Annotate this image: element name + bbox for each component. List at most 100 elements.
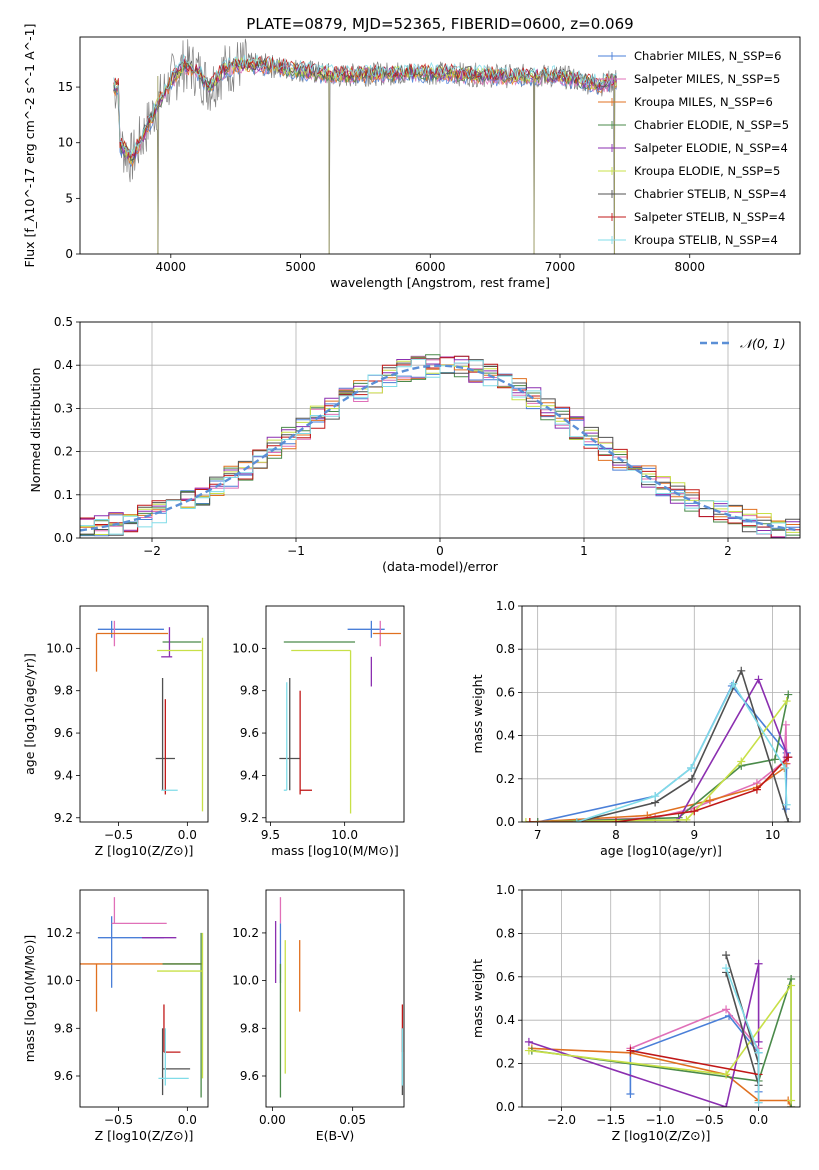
- axes-frame: [521, 889, 801, 1108]
- y-tick-label: 15: [58, 80, 73, 94]
- panel-residuals: −2 −1 0 1 2 0.0 0.1 0.2 0.3 0.4 0.5 (data-model)/er…: [28, 315, 801, 574]
- weight-point-marker: [722, 1070, 731, 1079]
- legend-label: Kroupa STELIB, N_SSP=4: [634, 233, 778, 247]
- weight-point-marker: [690, 807, 699, 816]
- weight-point-marker: [522, 818, 530, 822]
- x-tick-label: −1: [287, 544, 305, 558]
- x-tick-label: 0: [436, 544, 444, 558]
- weight-point-marker: [572, 818, 581, 822]
- weight-point-marker: [782, 800, 791, 809]
- plot-area: [113, 38, 617, 254]
- x-tick-label: 7000: [545, 260, 576, 274]
- x-axis-label: mass [log10(M/M⊙)]: [271, 843, 399, 858]
- plot-area: [274, 897, 404, 1098]
- plot-area: [522, 666, 793, 822]
- y-tick-label: 0.4: [496, 729, 515, 743]
- weight-point-marker: [754, 959, 763, 968]
- y-tick-label: 9.4: [54, 768, 73, 782]
- x-tick-label: 10: [765, 828, 780, 842]
- y-tick-label: 9.6: [54, 1069, 73, 1083]
- y-tick-label: 9.2: [240, 811, 259, 825]
- plot-area: [95, 620, 204, 812]
- weight-series-line: [528, 963, 760, 1107]
- x-tick-label: 7: [534, 828, 542, 842]
- y-axis-label: mass weight: [470, 674, 485, 753]
- figure-title: PLATE=0879, MJD=52365, FIBERID=0600, z=0…: [246, 15, 633, 33]
- weight-point-marker: [752, 785, 761, 794]
- weight-point-marker: [626, 1046, 635, 1055]
- y-tick-label: 1.0: [496, 599, 515, 613]
- axes-frame: [79, 36, 801, 255]
- weight-point-marker: [754, 1048, 763, 1057]
- y-tick-label: 0: [65, 247, 73, 261]
- y-tick-label: 0.8: [496, 926, 515, 940]
- x-tick-label: −2: [143, 544, 161, 558]
- y-tick-label: 10.0: [46, 641, 73, 655]
- weight-point-marker: [781, 720, 790, 729]
- panel-mass_vs_ebv: 0.00 0.05 9.6 9.8 10.0 10.2 E(B-V): [232, 889, 405, 1143]
- y-tick-label: 10.2: [46, 926, 73, 940]
- plot-area: [524, 951, 796, 1107]
- axes-frame: [265, 605, 405, 823]
- x-tick-label: 9.5: [261, 828, 280, 842]
- y-tick-label: 0.8: [496, 642, 515, 656]
- legend-label: Chabrier ELODIE, N_SSP=5: [634, 118, 789, 132]
- panel-weight_vs_Z: −2.0 −1.5 −1.0 −0.5 0.0 0.0 0.2 0.4 0.6 0.8 1.0 Z […: [470, 883, 801, 1143]
- x-axis-label: Z [log10(Z/Z⊙)]: [612, 1128, 711, 1143]
- y-tick-label: 10.2: [232, 926, 259, 940]
- x-tick-label: 5000: [285, 260, 316, 274]
- weight-point-marker: [784, 753, 793, 762]
- weight-point-marker: [784, 690, 793, 699]
- y-tick-label: 9.8: [240, 684, 259, 698]
- weight-series-line: [537, 684, 788, 822]
- y-tick-label: 9.8: [240, 1021, 259, 1035]
- plot-area: [80, 897, 204, 1098]
- weight-point-marker: [722, 964, 731, 973]
- weight-point-marker: [705, 796, 714, 805]
- y-axis-label: mass [log10(M/M⊙)]: [22, 935, 37, 1063]
- y-axis-label: Normed distribution: [28, 368, 43, 493]
- axes-frame: [521, 605, 801, 823]
- y-axis-label: age [log10(age/yr)]: [22, 653, 37, 775]
- weight-point-marker: [533, 818, 542, 822]
- x-tick-label: 0.0: [178, 828, 197, 842]
- weight-point-marker: [682, 815, 691, 822]
- weight-series-line: [630, 1049, 759, 1076]
- weight-point-marker: [770, 755, 779, 764]
- y-tick-label: 9.6: [240, 726, 259, 740]
- x-tick-label: 8000: [674, 260, 705, 274]
- y-tick-label: 0.2: [496, 772, 515, 786]
- weight-point-marker: [782, 697, 791, 706]
- x-tick-label: 2: [724, 544, 732, 558]
- y-tick-label: 0.0: [496, 815, 515, 829]
- y-axis-label: Flux [f_λ10^-17 erg cm^-2 s^-1 A^-1]: [22, 24, 37, 268]
- weight-point-marker: [737, 666, 746, 675]
- x-axis-label: (data-model)/error: [382, 559, 499, 574]
- weight-point-marker: [754, 1037, 763, 1046]
- model-spectrum-line: [113, 55, 617, 158]
- y-tick-label: 0.2: [54, 445, 73, 459]
- x-tick-label: −2.0: [547, 1113, 576, 1127]
- y-tick-label: 9.6: [54, 726, 73, 740]
- x-tick-label: −0.5: [104, 1113, 133, 1127]
- legend-label: 𝒩(0, 1): [740, 336, 786, 351]
- weight-series-line: [525, 700, 788, 822]
- weight-series-line: [537, 724, 788, 822]
- panel-weight_vs_age: 7 8 9 10 0.0 0.2 0.4 0.6 0.8 1.0 age [log10(age/yr…: [470, 599, 801, 858]
- y-tick-label: 9.6: [240, 1069, 259, 1083]
- y-axis-label: mass weight: [470, 959, 485, 1038]
- legend-label: Kroupa MILES, N_SSP=6: [634, 95, 773, 109]
- x-axis-label: E(B-V): [316, 1128, 355, 1143]
- y-tick-label: 0.4: [496, 1013, 515, 1027]
- weight-point-marker: [524, 1037, 533, 1046]
- legend-label: Salpeter ELODIE, N_SSP=4: [634, 141, 788, 155]
- weight-point-marker: [754, 1098, 763, 1107]
- weight-point-marker: [524, 1046, 533, 1055]
- y-tick-label: 0.5: [54, 315, 73, 329]
- residual-histogram-series: [80, 355, 800, 538]
- weight-series-line: [576, 682, 788, 822]
- x-tick-label: 0.00: [259, 1113, 286, 1127]
